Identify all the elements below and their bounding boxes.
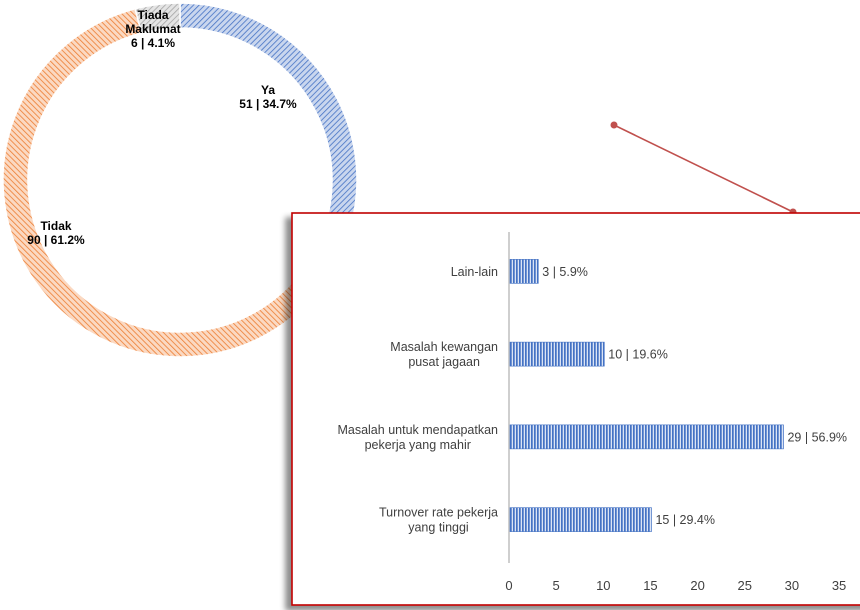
- x-tick-label-0: 0: [505, 578, 512, 593]
- callout-connector: [610, 121, 797, 216]
- donut-label-0: Ya 51 | 34.7%: [239, 83, 297, 111]
- x-tick-label-3: 15: [643, 578, 657, 593]
- bar-2: [509, 424, 784, 450]
- x-tick-label-1: 5: [553, 578, 560, 593]
- x-tick-label-7: 35: [832, 578, 846, 593]
- bar-value-label-0: 3 | 5.9%: [542, 265, 588, 279]
- donut-label-2: Tiada Maklumat 6 | 4.1%: [125, 8, 180, 50]
- donut-chart: Ya 51 | 34.7% Tidak 90 | 61.2% Tiada Maklumat…: [2, 2, 358, 358]
- bar-3: [509, 507, 652, 532]
- connector-start-dot: [610, 121, 618, 129]
- donut-slice-2: [134, 2, 181, 34]
- bar-0: [509, 259, 539, 284]
- donut-slice-1: [2, 7, 327, 358]
- category-label-2: Masalah untuk mendapatkan pekerja yang ma…: [337, 423, 498, 452]
- x-tick-label-5: 25: [738, 578, 752, 593]
- bar-value-label-1: 10 | 19.6%: [608, 348, 668, 362]
- bar-chart-panel: 0 5 10 15 20 25 30 35 3 | 5.9% Lain-lain 10 | 19.6…: [291, 212, 860, 606]
- x-tick-label-2: 10: [596, 578, 610, 593]
- category-label-0: Lain-lain: [451, 265, 498, 279]
- x-tick-label-4: 20: [690, 578, 704, 593]
- bar-value-label-3: 15 | 29.4%: [655, 513, 715, 527]
- category-label-3: Turnover rate pekerja yang tinggi: [379, 506, 498, 535]
- bar-chart-frame: [291, 212, 860, 606]
- x-tick-label-6: 30: [785, 578, 799, 593]
- category-label-1: Masalah kewangan pusat jagaan: [390, 340, 498, 369]
- bar-chart: 0 5 10 15 20 25 30 35 3 | 5.9% Lain-lain 10 | 19.6…: [337, 232, 847, 593]
- bar-1: [509, 341, 605, 367]
- bar-value-label-2: 29 | 56.9%: [787, 430, 847, 444]
- donut-label-1: Tidak 90 | 61.2%: [27, 219, 85, 247]
- connector-line: [613, 124, 794, 213]
